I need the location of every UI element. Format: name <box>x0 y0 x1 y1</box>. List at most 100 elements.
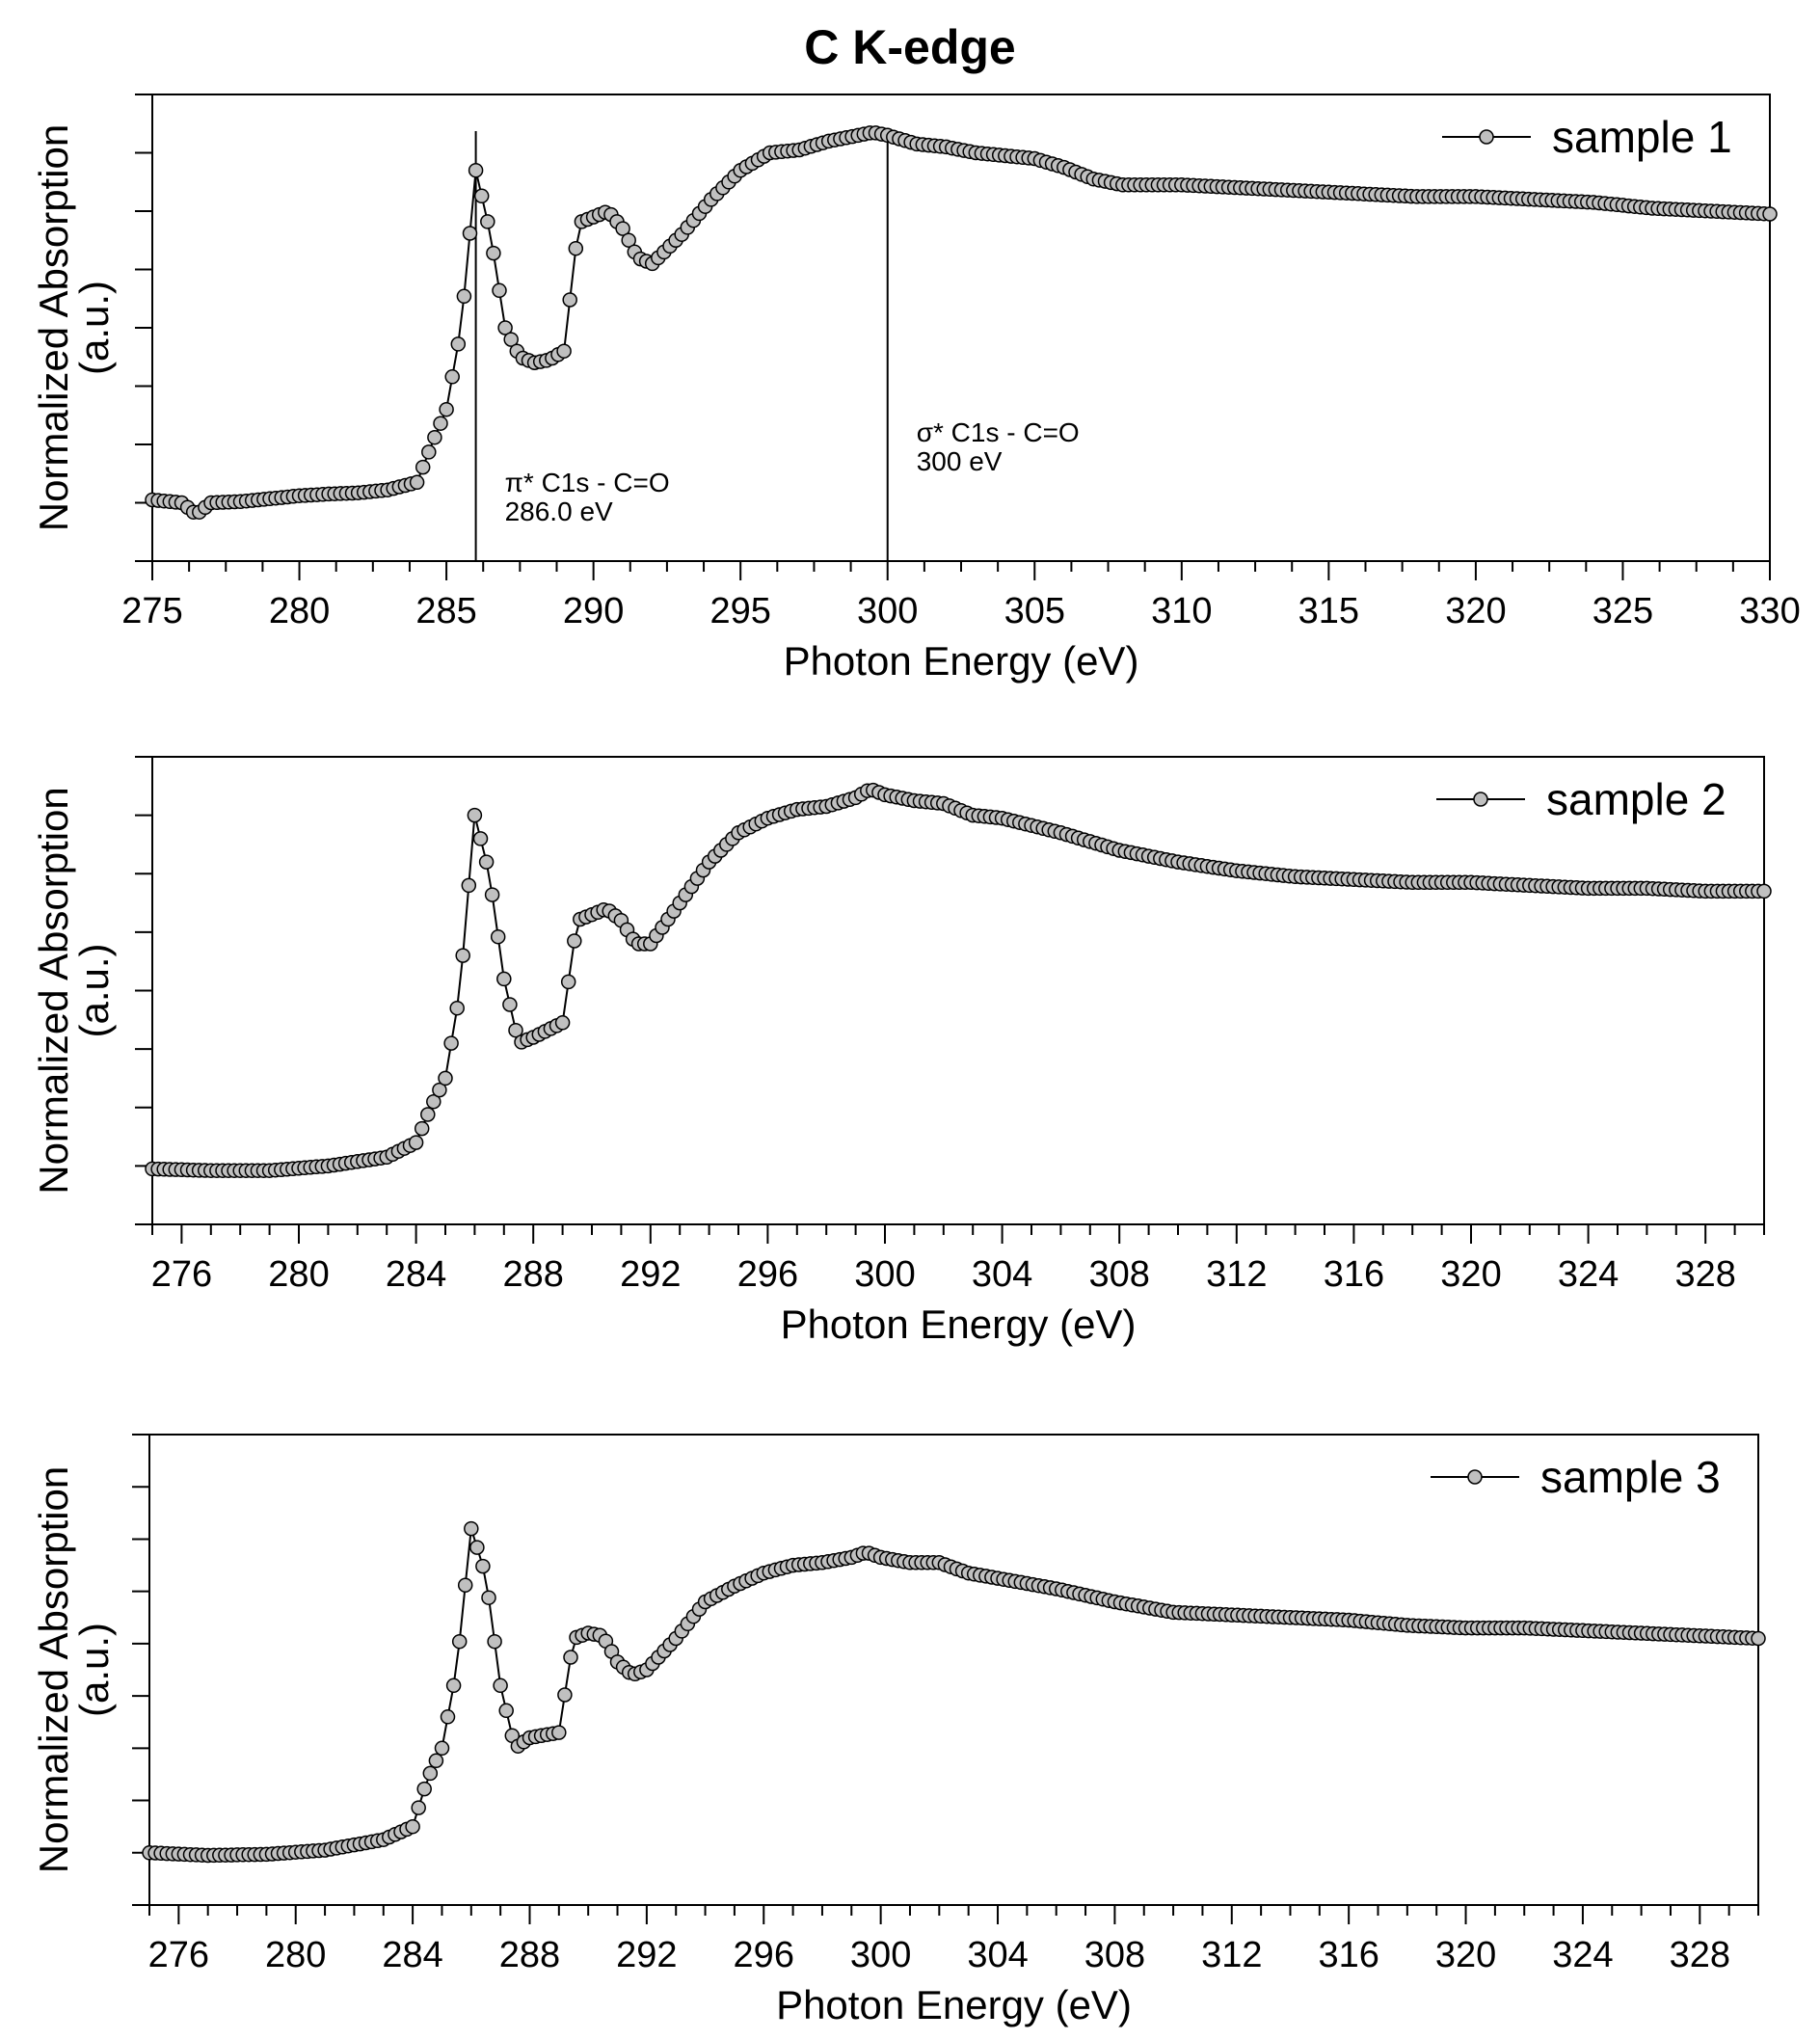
sample-3-data-point <box>551 1725 567 1740</box>
sample-2-data-point <box>472 831 489 846</box>
sample-3-legend-label: sample 3 <box>1540 1452 1721 1502</box>
sample-2-x-tick-label: 276 <box>151 1254 212 1295</box>
sample-2-x-axis-title: Photon Energy (eV) <box>781 1302 1137 1347</box>
sample-1-annotation-value: 286.0 eV <box>505 497 613 526</box>
sample-1-x-tick-label: 290 <box>563 591 624 631</box>
sample-1-data-point <box>456 288 472 305</box>
sample-1-data-point <box>562 292 577 308</box>
sample-2-x-tick-label: 284 <box>386 1254 446 1295</box>
sample-1-data-point <box>492 282 507 299</box>
sample-1-data-point <box>468 162 484 178</box>
sample-2-data-point <box>554 1015 571 1031</box>
sample-1-data-point <box>480 214 495 229</box>
sample-3-data-point <box>487 1633 502 1650</box>
sample-2-data-point <box>567 933 582 949</box>
sample-1-annotation-value: 300 eV <box>917 446 1003 476</box>
sample-1-data-point <box>621 232 636 248</box>
sample-3-data-point <box>464 1520 479 1537</box>
sample-3-x-tick-label: 324 <box>1552 1935 1613 1975</box>
sample-3-data-point <box>445 1678 462 1694</box>
sample-1-data-point <box>444 369 460 385</box>
sample-3-x-tick-label: 320 <box>1435 1935 1496 1975</box>
sample-3-x-tick-label: 316 <box>1318 1935 1378 1975</box>
sample-3-x-tick-label: 296 <box>734 1935 794 1975</box>
sample-1-data-point <box>497 320 513 336</box>
sample-3-data-point <box>434 1740 450 1757</box>
sample-3-data-point <box>557 1687 573 1703</box>
sample-2-data-point <box>484 887 500 902</box>
sample-1-x-tick-label: 325 <box>1592 591 1653 631</box>
sample-3-x-axis-title: Photon Energy (eV) <box>776 1982 1132 2027</box>
sample-2-data-point <box>490 928 506 945</box>
sample-2-panel: 276 280 284 288 292 296 300 304 308 312 316 320 324 3… <box>31 756 1772 1347</box>
sample-1-x-tick-label: 285 <box>415 591 476 631</box>
sample-3-data-point <box>405 1818 420 1835</box>
sample-2-data-point <box>426 1093 442 1110</box>
sample-3-x-tick-label: 308 <box>1084 1935 1145 1975</box>
sample-1-x-tick-label: 315 <box>1298 591 1359 631</box>
sample-3-plot-frame <box>148 1434 1759 1906</box>
sample-3-data-point <box>416 1781 432 1797</box>
sample-1-legend-label: sample 1 <box>1552 112 1732 162</box>
sample-3-x-tick-label: 288 <box>499 1935 560 1975</box>
sample-1-x-tick-label: 280 <box>269 591 330 631</box>
sample-2-x-tick-label: 296 <box>737 1254 798 1295</box>
sample-1-data-point <box>409 474 425 491</box>
sample-3-data-point <box>475 1558 491 1574</box>
sample-2-data-point <box>496 971 512 987</box>
sample-1-y-axis-unit: (a.u.) <box>71 281 117 375</box>
sample-3-data-point <box>457 1577 473 1593</box>
sample-3-data-point <box>440 1709 456 1725</box>
sample-2-legend-label: sample 2 <box>1546 774 1726 824</box>
sample-1-data-point <box>415 459 431 475</box>
sample-2-legend-marker <box>1473 792 1488 807</box>
sample-1-annotation-label: π* C1s - C=O <box>505 468 670 497</box>
sample-2-x-tick-label: 292 <box>620 1254 681 1295</box>
sample-2-data-point <box>432 1082 447 1098</box>
sample-3-data-point <box>411 1800 426 1815</box>
sample-3-panel: 276 280 284 288 292 296 300 304 308 312 316 320 324 3… <box>31 1434 1766 2027</box>
sample-2-data-point <box>461 877 477 894</box>
sample-1-x-tick-label: 300 <box>857 591 918 631</box>
sample-2-data-point <box>502 997 518 1012</box>
sample-2-y-axis-unit: (a.u.) <box>71 943 117 1037</box>
sample-2-series-line <box>151 789 1764 1172</box>
sample-1-x-tick-label: 310 <box>1151 591 1212 631</box>
sample-1-data-point <box>1762 206 1778 222</box>
sample-3-x-tick-label: 280 <box>265 1935 326 1975</box>
sample-1-panel: 275 280 285 290 295 300 305 310 315 320 325 330 Phot… <box>31 94 1801 684</box>
sample-1-annotation-label: σ* C1s - C=O <box>917 417 1080 447</box>
sample-1-x-tick-label: 320 <box>1445 591 1506 631</box>
sample-3-data-point <box>493 1678 508 1694</box>
sample-3-data-point <box>1751 1630 1766 1647</box>
sample-2-data-point <box>443 1035 459 1051</box>
sample-3-series-line <box>148 1528 1759 1857</box>
sample-2-x-tick-label: 316 <box>1324 1254 1384 1295</box>
sample-3-data-point <box>469 1540 485 1555</box>
sample-3-data-point <box>563 1650 578 1665</box>
sample-3-x-tick-label: 312 <box>1201 1935 1262 1975</box>
sample-3-x-tick-label: 304 <box>967 1935 1028 1975</box>
sample-1-data-point <box>433 416 448 431</box>
sample-3-data-point <box>451 1633 468 1650</box>
sample-2-data-point <box>420 1107 436 1122</box>
sample-2-x-tick-label: 280 <box>268 1254 329 1295</box>
sample-1-y-axis-title: Normalized Absorption <box>31 124 76 532</box>
sample-1-x-axis-title: Photon Energy (eV) <box>784 638 1139 684</box>
sample-2-x-tick-label: 312 <box>1206 1254 1267 1295</box>
sample-3-y-axis-title: Normalized Absorption <box>31 1466 76 1874</box>
sample-1-data-point <box>427 429 442 445</box>
sample-1-data-point <box>462 226 478 241</box>
chart-panels: 275 280 285 290 295 300 305 310 315 320 325 330 Phot… <box>31 94 1801 2027</box>
sample-2-y-axis-title: Normalized Absorption <box>31 787 76 1194</box>
sample-1-data-point <box>615 221 630 236</box>
sample-3-x-tick-label: 284 <box>382 1935 442 1975</box>
sample-2-x-tick-label: 328 <box>1674 1254 1735 1295</box>
sample-1-x-tick-label: 330 <box>1739 591 1800 631</box>
sample-2-x-tick-label: 308 <box>1088 1254 1149 1295</box>
sample-2-data-point <box>1756 883 1772 899</box>
sample-2-data-point <box>508 1022 523 1038</box>
sample-2-data-point <box>408 1135 424 1150</box>
sample-1-data-point <box>439 401 454 417</box>
sample-1-data-point <box>556 343 572 359</box>
